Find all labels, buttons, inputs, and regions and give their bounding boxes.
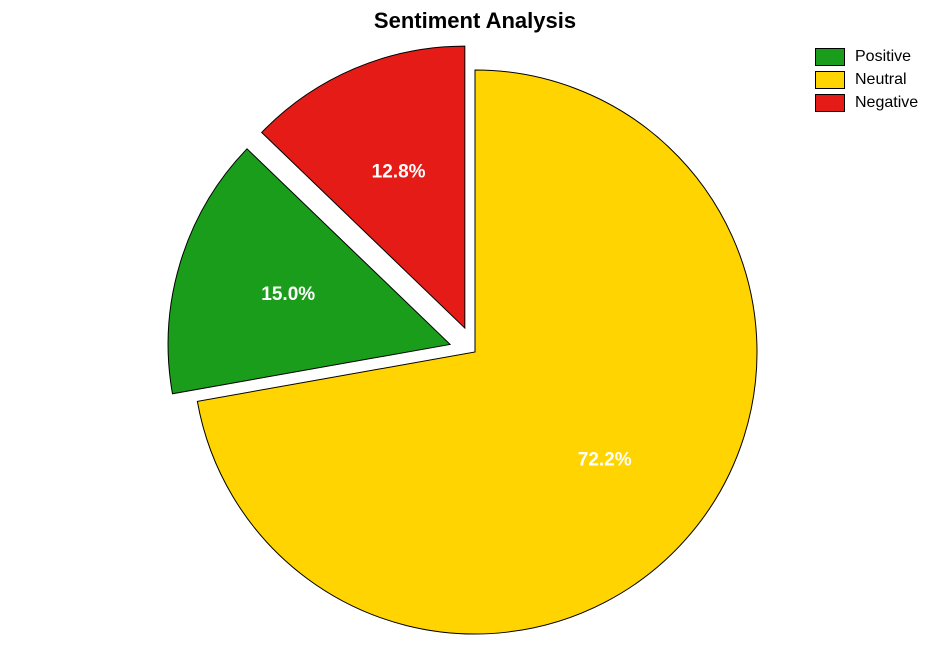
legend-swatch: [815, 71, 845, 89]
legend-item-negative: Negative: [815, 94, 918, 112]
pie-label-negative: 12.8%: [372, 161, 426, 182]
legend-label: Positive: [855, 48, 911, 66]
legend-label: Negative: [855, 94, 918, 112]
legend-label: Neutral: [855, 71, 907, 89]
legend: Positive Neutral Negative: [815, 48, 918, 117]
pie-label-positive: 15.0%: [261, 284, 315, 305]
legend-item-neutral: Neutral: [815, 71, 918, 89]
pie-chart: 72.2% 15.0% 12.8%: [0, 0, 950, 662]
pie-label-neutral: 72.2%: [578, 450, 632, 471]
legend-swatch: [815, 94, 845, 112]
legend-swatch: [815, 48, 845, 66]
legend-item-positive: Positive: [815, 48, 918, 66]
chart-container: { "chart": { "type": "pie", "title": "Se…: [0, 0, 950, 662]
